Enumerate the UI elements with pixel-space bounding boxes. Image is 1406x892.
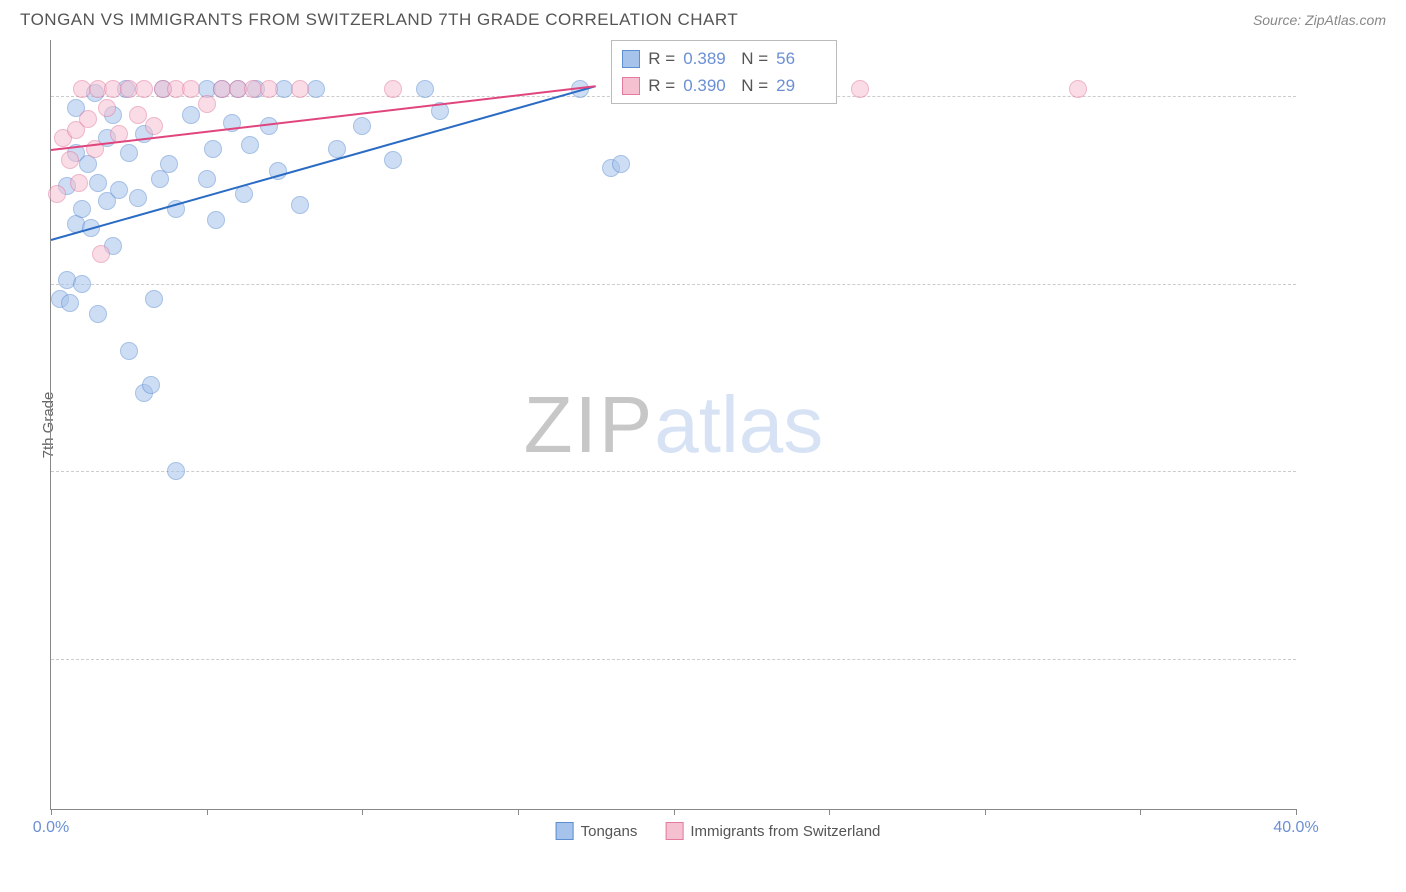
data-point (160, 155, 178, 173)
stat-n-label: N = (741, 45, 768, 72)
data-point (260, 117, 278, 135)
stat-r-value: 0.389 (683, 45, 733, 72)
stats-row: R = 0.389 N = 56 (622, 45, 826, 72)
watermark: ZIPatlas (524, 379, 823, 471)
data-point (1069, 80, 1087, 98)
data-point (98, 99, 116, 117)
data-point (79, 110, 97, 128)
x-tick-mark (518, 809, 519, 815)
y-tick-label: 85.0% (1392, 650, 1406, 668)
data-point (73, 275, 91, 293)
data-point (384, 80, 402, 98)
stat-n-value: 56 (776, 45, 826, 72)
data-point (73, 200, 91, 218)
y-tick-label: 100.0% (1392, 87, 1406, 105)
data-point (70, 174, 88, 192)
data-point (129, 189, 147, 207)
stat-n-value: 29 (776, 72, 826, 99)
source-label: Source: ZipAtlas.com (1253, 12, 1386, 28)
data-point (129, 106, 147, 124)
x-tick-label: 0.0% (33, 819, 69, 837)
x-tick-mark (1140, 809, 1141, 815)
data-point (207, 211, 225, 229)
watermark-part1: ZIP (524, 380, 654, 469)
data-point (307, 80, 325, 98)
plot-area: ZIPatlas 0.0%40.0%R =0.389N =56R =0.390N… (50, 40, 1296, 810)
data-point (110, 181, 128, 199)
data-point (145, 117, 163, 135)
data-point (291, 196, 309, 214)
data-point (241, 136, 259, 154)
data-point (120, 342, 138, 360)
x-tick-mark (362, 809, 363, 815)
x-tick-mark (674, 809, 675, 815)
data-point (384, 151, 402, 169)
x-tick-mark (51, 809, 52, 815)
data-point (145, 290, 163, 308)
watermark-part2: atlas (654, 380, 823, 469)
stat-n-label: N = (741, 72, 768, 99)
legend-swatch-icon (556, 822, 574, 840)
data-point (851, 80, 869, 98)
stats-box: R = 0.389 N = 56 R = 0.390 N = 29 (611, 40, 837, 104)
data-point (89, 174, 107, 192)
x-tick-mark (1296, 809, 1297, 815)
stat-r-label: R = (648, 72, 675, 99)
legend-swatch-icon (665, 822, 683, 840)
gridline-h (51, 284, 1296, 285)
x-tick-mark (207, 809, 208, 815)
data-point (182, 80, 200, 98)
legend: Tongans Immigrants from Switzerland (556, 822, 881, 840)
stats-row: R = 0.390 N = 29 (622, 72, 826, 99)
data-point (120, 144, 138, 162)
data-point (92, 245, 110, 263)
y-tick-label: 95.0% (1392, 275, 1406, 293)
data-point (260, 80, 278, 98)
legend-item-swiss: Immigrants from Switzerland (665, 822, 880, 840)
y-tick-label: 90.0% (1392, 462, 1406, 480)
data-point (353, 117, 371, 135)
gridline-h (51, 471, 1296, 472)
stat-r-label: R = (648, 45, 675, 72)
stat-r-value: 0.390 (683, 72, 733, 99)
data-point (142, 376, 160, 394)
data-point (135, 80, 153, 98)
data-point (204, 140, 222, 158)
data-point (167, 462, 185, 480)
data-point (182, 106, 200, 124)
chart-title: TONGAN VS IMMIGRANTS FROM SWITZERLAND 7T… (20, 10, 738, 30)
stats-swatch-icon (622, 77, 640, 95)
data-point (416, 80, 434, 98)
data-point (198, 170, 216, 188)
legend-label: Immigrants from Switzerland (690, 823, 880, 840)
legend-item-tongans: Tongans (556, 822, 638, 840)
x-tick-mark (985, 809, 986, 815)
data-point (48, 185, 66, 203)
stats-swatch-icon (622, 50, 640, 68)
data-point (198, 95, 216, 113)
chart-container: 7th Grade ZIPatlas 0.0%40.0%R =0.389N =5… (50, 40, 1386, 810)
data-point (61, 294, 79, 312)
x-tick-mark (829, 809, 830, 815)
legend-label: Tongans (581, 823, 638, 840)
data-point (89, 305, 107, 323)
data-point (291, 80, 309, 98)
data-point (61, 151, 79, 169)
gridline-h (51, 659, 1296, 660)
x-tick-label: 40.0% (1273, 819, 1318, 837)
data-point (612, 155, 630, 173)
